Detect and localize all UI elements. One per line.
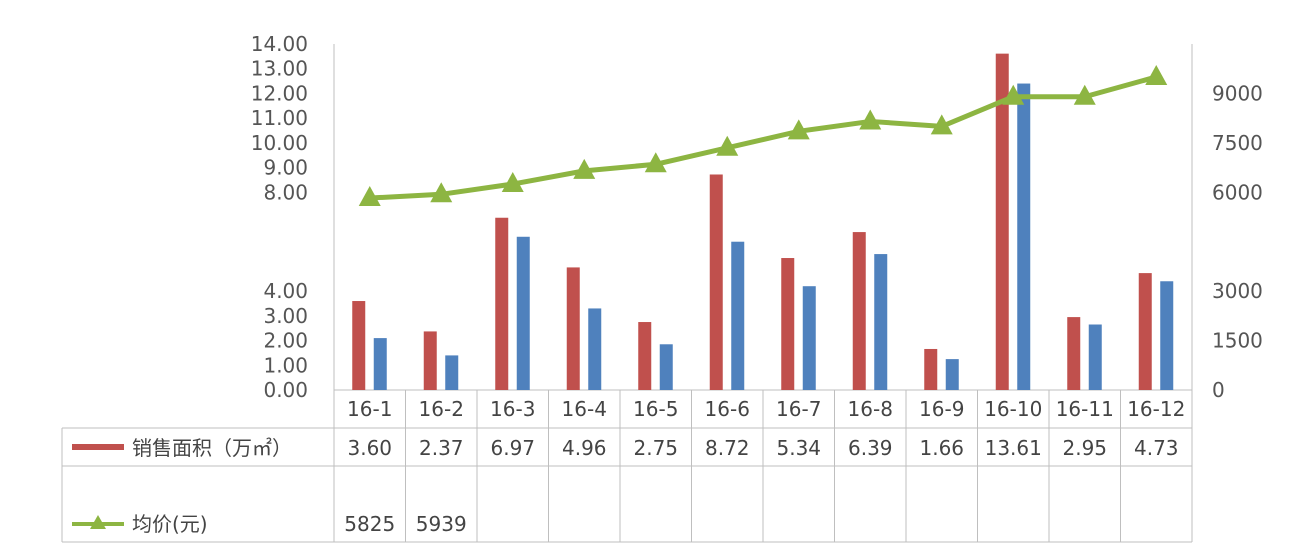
bar-series-2 <box>588 308 602 390</box>
bar-series-2 <box>373 338 387 390</box>
y-left-tick-label: 10.00 <box>251 131 308 155</box>
avg-price-marker <box>930 114 953 135</box>
bar-series-1 <box>1067 317 1081 390</box>
avg-price-marker <box>1145 64 1168 85</box>
avg-price-marker <box>1002 84 1025 105</box>
table-category-label: 16-2 <box>419 397 464 421</box>
y-left-tick-label: 11.00 <box>251 106 308 130</box>
avg-price-marker <box>501 172 524 193</box>
avg-price-marker <box>430 182 453 203</box>
bar-series-2 <box>659 344 673 390</box>
y-left-tick-label: 12.00 <box>251 81 308 105</box>
avg-price-marker <box>644 152 667 173</box>
table-category-label: 16-10 <box>984 397 1042 421</box>
table-cell-value: 3.60 <box>347 436 392 460</box>
y-right-tick-label: 7500 <box>1212 131 1263 155</box>
y-left-tick-label: 9.00 <box>263 156 308 180</box>
y-left-tick-label: 3.00 <box>263 304 308 328</box>
bar-series-2 <box>802 286 816 390</box>
table-cell-value: 5939 <box>416 512 467 536</box>
y-right-tick-label: 1500 <box>1212 329 1263 353</box>
table-category-label: 16-1 <box>347 397 392 421</box>
avg-price-marker <box>859 109 882 130</box>
legend-marker-avg-price <box>90 515 106 529</box>
y-right-tick-label: 3000 <box>1212 279 1263 303</box>
bar-series-1 <box>638 322 652 390</box>
table-cell-value: 2.95 <box>1062 436 1107 460</box>
bar-series-2 <box>1160 281 1174 390</box>
bar-series-2 <box>1088 324 1102 390</box>
table-category-label: 16-12 <box>1127 397 1185 421</box>
y-left-tick-label: 2.00 <box>263 329 308 353</box>
bar-series-1 <box>352 301 366 390</box>
table-cell-value: 6.97 <box>490 436 535 460</box>
bar-series-1 <box>423 331 437 390</box>
y-right-tick-label: 6000 <box>1212 180 1263 204</box>
bar-series-1 <box>495 217 509 390</box>
bar-series-1 <box>566 267 580 390</box>
bar-series-2 <box>945 359 959 390</box>
table-cell-value: 5.34 <box>776 436 821 460</box>
bar-series-2 <box>516 236 530 390</box>
y-left-tick-label: 4.00 <box>263 279 308 303</box>
table-cell-value: 8.72 <box>705 436 750 460</box>
avg-price-marker <box>358 186 381 207</box>
avg-price-marker <box>716 135 739 156</box>
table-category-label: 16-11 <box>1056 397 1114 421</box>
avg-price-marker <box>1073 84 1096 105</box>
table-category-label: 16-8 <box>848 397 893 421</box>
bar-series-2 <box>874 254 888 390</box>
table-category-label: 16-6 <box>705 397 750 421</box>
y-left-tick-label: 14.00 <box>251 32 308 56</box>
y-left-tick-label: 1.00 <box>263 353 308 377</box>
avg-price-marker <box>573 158 596 179</box>
bar-series-1 <box>709 174 723 390</box>
y-left-tick-label: 0.00 <box>263 378 308 402</box>
bar-series-1 <box>1138 273 1152 390</box>
table-cell-value: 2.37 <box>419 436 464 460</box>
table-category-label: 16-3 <box>490 397 535 421</box>
bar-series-1 <box>924 348 938 390</box>
table-cell-value: 4.73 <box>1134 436 1179 460</box>
y-right-tick-label: 0 <box>1212 378 1225 402</box>
bar-series-1 <box>852 232 866 390</box>
bar-series-1 <box>781 258 795 390</box>
table-row-label: 均价(元) <box>132 512 208 536</box>
table-cell-value: 2.75 <box>633 436 678 460</box>
table-cell-value: 1.66 <box>919 436 964 460</box>
table-category-label: 16-9 <box>919 397 964 421</box>
table-cell-value: 13.61 <box>985 436 1042 460</box>
table-category-label: 16-4 <box>562 397 607 421</box>
bar-series-2 <box>445 355 459 390</box>
table-category-label: 16-5 <box>633 397 678 421</box>
table-cell-value: 4.96 <box>562 436 607 460</box>
y-left-tick-label: 13.00 <box>251 57 308 81</box>
table-row-label: 销售面积（万㎡） <box>132 436 292 460</box>
bar-series-1 <box>995 53 1009 390</box>
y-left-tick-label: 8.00 <box>263 180 308 204</box>
table-category-label: 16-7 <box>776 397 821 421</box>
legend-swatch-sales-area <box>72 444 124 450</box>
table-cell-value: 6.39 <box>848 436 893 460</box>
bar-series-2 <box>1017 83 1031 391</box>
avg-price-line <box>369 74 1157 201</box>
bar-series-2 <box>731 241 745 390</box>
avg-price-marker <box>787 119 810 140</box>
y-right-tick-label: 9000 <box>1212 81 1263 105</box>
table-cell-value: 5825 <box>344 512 395 536</box>
